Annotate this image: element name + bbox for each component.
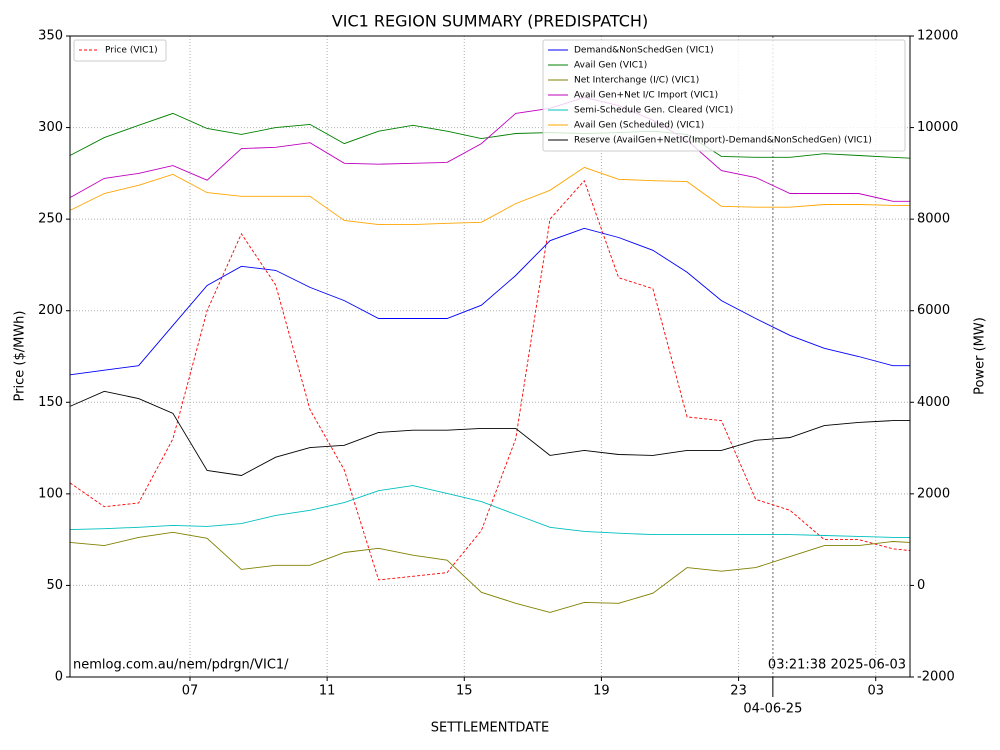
x-tick-label: 19: [593, 684, 610, 699]
x-tick-label: 03: [867, 684, 884, 699]
y2-tick-label: 10000: [917, 120, 958, 135]
y2-tick-label: 0: [917, 578, 925, 593]
x-tick-label: 11: [319, 684, 336, 699]
y2-tick-label: 6000: [917, 303, 950, 318]
y2-tick-label: 12000: [917, 29, 958, 44]
legend-label: Price (VIC1): [105, 46, 158, 56]
x-tick-label: 15: [456, 684, 473, 699]
y-tick-label: 150: [38, 395, 63, 410]
x-tick-label: 07: [182, 684, 199, 699]
y-axis-label: Price ($/MWh): [13, 311, 28, 402]
series-line: [69, 112, 911, 159]
legend-label: Net Interchange (I/C) (VIC1): [574, 76, 699, 86]
y2-tick-label: 4000: [917, 395, 950, 410]
source-note: nemlog.com.au/nem/pdrgn/VIC1/: [73, 658, 289, 673]
x-tick-label: 23: [730, 684, 747, 699]
series-line: [69, 485, 910, 538]
y-tick-label: 350: [38, 29, 63, 44]
y-tick-label: 100: [38, 486, 63, 501]
chart-title: VIC1 REGION SUMMARY (PREDISPATCH): [332, 12, 648, 31]
plot-frame: [69, 35, 911, 678]
legend-box: [542, 39, 906, 152]
series-line: [69, 390, 910, 476]
legend-label: Demand&NonSchedGen (VIC1): [574, 46, 714, 56]
legend-label: Semi-Schedule Gen. Cleared (VIC1): [574, 106, 733, 116]
legend-label: Avail Gen+Net I/C Import (VIC1): [574, 91, 718, 101]
legend-box: [73, 39, 167, 62]
y-tick-label: 50: [46, 578, 63, 593]
series-line: [69, 531, 911, 613]
series-line: [69, 227, 910, 376]
y2-tick-label: 2000: [917, 486, 950, 501]
legend-label: Reserve (AvailGen+NetIC(Import)-Demand&N…: [574, 136, 872, 146]
y2-tick-label: -2000: [917, 670, 955, 685]
legend: Price (VIC1): [73, 39, 167, 62]
x-date-label: 04-06-25: [743, 702, 802, 717]
y2-tick-label: 8000: [917, 212, 950, 227]
y2-axis-label: Power (MW): [973, 317, 988, 395]
legend-label: Avail Gen (VIC1): [574, 61, 647, 71]
y-tick-label: 200: [38, 303, 63, 318]
y-tick-label: 300: [38, 120, 63, 135]
legend: Demand&NonSchedGen (VIC1) Avail Gen (VIC1…: [542, 39, 906, 152]
y-tick-label: 0: [55, 670, 63, 685]
series-line: [69, 96, 910, 202]
series-line: [69, 179, 911, 581]
timestamp-note: 03:21:38 2025-06-03: [768, 658, 906, 673]
series-line: [69, 166, 910, 226]
y-tick-label: 250: [38, 212, 63, 227]
x-axis-label: SETTLEMENTDATE: [431, 721, 550, 736]
legend-label: Avail Gen (Scheduled) (VIC1): [574, 121, 704, 131]
